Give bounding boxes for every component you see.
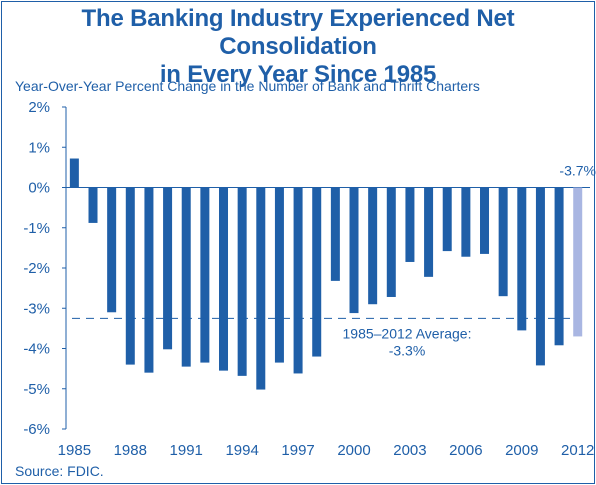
bar-2012	[573, 187, 583, 337]
bar-1993	[219, 187, 229, 371]
bar-2008	[498, 187, 508, 297]
bar-1991	[181, 187, 191, 367]
bar-1997	[293, 187, 303, 374]
x-tick-label: 1985	[58, 442, 91, 459]
x-tick-label: 2009	[505, 442, 538, 459]
bar-1999	[330, 187, 340, 281]
bar-1998	[312, 187, 322, 357]
bar-2000	[349, 187, 359, 314]
bar-2011	[554, 187, 564, 346]
bar-1988	[125, 187, 135, 365]
bar-1985	[69, 158, 79, 188]
y-tick-label: 2%	[28, 99, 50, 116]
source-note: Source: FDIC.	[15, 463, 104, 479]
chart-title-line1: The Banking Industry Experienced Net Con…	[81, 5, 515, 60]
bar-2009	[517, 187, 527, 331]
bar-1992	[200, 187, 210, 363]
y-tick-label: -2%	[23, 260, 50, 277]
bar-2007	[480, 187, 490, 254]
x-tick-label: 2006	[449, 442, 482, 459]
bar-1996	[274, 187, 284, 363]
bar-2003	[405, 187, 415, 262]
bar-1990	[163, 187, 173, 350]
y-tick-label: -1%	[23, 220, 50, 237]
average-label-line2: -3.3%	[389, 342, 426, 358]
x-tick-label: 2003	[393, 442, 426, 459]
y-tick-label: -3%	[23, 300, 50, 317]
chart-title-line2: in Every Year Since 1985	[159, 61, 437, 88]
x-tick-label: 1991	[170, 442, 203, 459]
x-tick-label: 1997	[281, 442, 314, 459]
x-tick-label: 2000	[337, 442, 370, 459]
chart-title: The Banking Industry Experienced Net Con…	[0, 5, 596, 89]
bar-1989	[144, 187, 154, 373]
x-tick-label: 1988	[114, 442, 147, 459]
average-label-line1: 1985–2012 Average:	[343, 325, 472, 341]
y-tick-label: 1%	[28, 139, 50, 156]
x-tick-label: 2012	[561, 442, 594, 459]
chart-subtitle: Year-Over-Year Percent Change in the Num…	[15, 78, 480, 94]
bar-1986	[88, 187, 98, 223]
bar-2010	[535, 187, 545, 366]
bar-1995	[256, 187, 266, 390]
y-tick-label: -5%	[23, 381, 50, 398]
y-tick-label: -6%	[23, 421, 50, 438]
y-tick-label: -4%	[23, 341, 50, 358]
bar-2002	[386, 187, 396, 297]
bar-2006	[461, 187, 471, 257]
bar-2001	[368, 187, 378, 305]
bar-1987	[107, 187, 117, 313]
bar-2004	[424, 187, 434, 277]
bar-2005	[442, 187, 452, 252]
y-tick-label: 0%	[28, 180, 50, 197]
x-tick-label: 1994	[225, 442, 258, 459]
bar-1994	[237, 187, 247, 376]
data-label-2012: -3.7%	[559, 163, 596, 179]
